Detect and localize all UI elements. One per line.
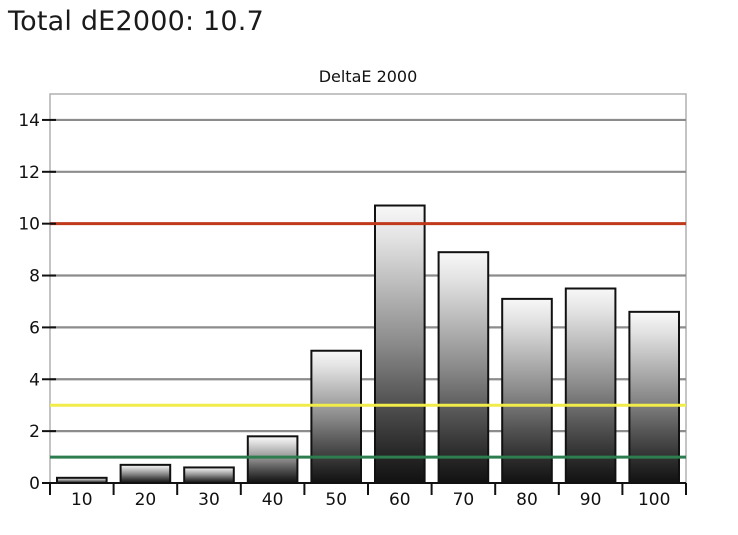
x-tick-label-90: 90 xyxy=(580,490,602,510)
x-tick-label-60: 60 xyxy=(389,490,411,510)
bar-40 xyxy=(246,435,299,485)
chart-title: DeltaE 2000 xyxy=(319,67,418,86)
bar-60 xyxy=(373,204,426,484)
y-tick-label-2: 2 xyxy=(29,422,40,442)
x-tick-label-50: 50 xyxy=(325,490,347,510)
x-tick-label-100: 100 xyxy=(638,490,670,510)
bar-90 xyxy=(564,287,617,484)
x-tick-label-30: 30 xyxy=(198,490,220,510)
bar-30 xyxy=(183,466,235,485)
bar-20 xyxy=(119,463,172,485)
x-tick-label-70: 70 xyxy=(453,490,475,510)
bars-layer xyxy=(55,204,681,485)
y-tick-label-6: 6 xyxy=(29,318,40,338)
bar-70 xyxy=(437,251,490,484)
bar-80 xyxy=(501,297,553,484)
bar-50 xyxy=(310,349,363,484)
total-de2000-label: Total dE2000: 10.7 xyxy=(8,6,264,37)
axis-layer: 0 2 4 6 8 10 12 14 10 20 30 40 50 60 70 80 90 100 xyxy=(18,111,687,510)
y-tick-label-10: 10 xyxy=(18,215,40,235)
reference-lines-layer xyxy=(50,222,686,459)
y-tick-label-12: 12 xyxy=(18,163,40,183)
y-tick-label-0: 0 xyxy=(29,474,40,494)
y-tick-label-8: 8 xyxy=(29,267,40,287)
y-tick-label-14: 14 xyxy=(18,111,40,131)
x-tick-label-80: 80 xyxy=(516,490,538,510)
x-tick-label-40: 40 xyxy=(262,490,284,510)
y-tick-label-4: 4 xyxy=(29,370,40,390)
x-tick-label-20: 20 xyxy=(135,490,157,510)
x-tick-label-10: 10 xyxy=(71,490,93,510)
